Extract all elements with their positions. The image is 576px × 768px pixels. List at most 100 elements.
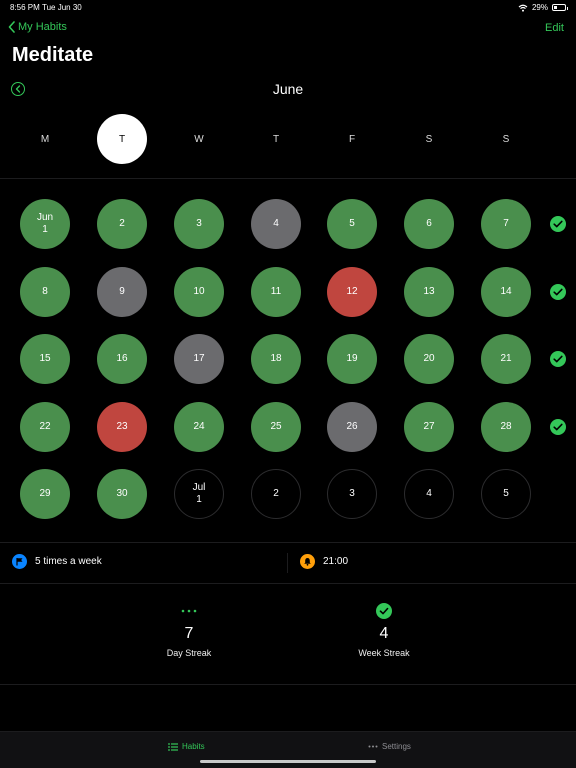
- day-number: 20: [423, 353, 435, 364]
- day-number: 2: [273, 488, 279, 499]
- day-number: 6: [426, 218, 432, 229]
- day-number: 5: [349, 218, 355, 229]
- day-cell[interactable]: 29: [20, 469, 70, 519]
- bell-icon: [300, 554, 315, 569]
- day-number: 30: [116, 488, 128, 499]
- week-complete-check-icon: [550, 418, 566, 435]
- check-circle-icon: [334, 603, 434, 619]
- weekday-label: T: [272, 133, 280, 145]
- day-cell[interactable]: 5: [481, 469, 531, 519]
- tab-settings[interactable]: Settings: [368, 742, 411, 751]
- day-number: 9: [119, 285, 125, 297]
- month-title: June: [272, 81, 304, 97]
- day-number: 2: [119, 218, 125, 229]
- divider: [0, 684, 576, 685]
- day-number: 19: [346, 353, 358, 364]
- day-cell[interactable]: 13: [404, 266, 454, 317]
- flag-icon: [12, 554, 27, 569]
- week-streak-label: Week Streak: [358, 648, 410, 658]
- edit-button[interactable]: Edit: [545, 22, 564, 34]
- divider: [0, 583, 576, 584]
- day-cell[interactable]: 2: [251, 469, 301, 519]
- weekday-label: F: [348, 133, 356, 145]
- day-cell[interactable]: 5: [327, 199, 377, 249]
- day-number: 25: [270, 420, 282, 432]
- tab-label: Habits: [182, 742, 205, 751]
- week-complete-check-icon: [550, 216, 566, 232]
- chevron-left-icon: [15, 85, 21, 93]
- day-cell[interactable]: 10: [174, 266, 224, 317]
- day-cell[interactable]: 6: [404, 199, 454, 249]
- day-number: 17: [193, 353, 205, 364]
- day-cell[interactable]: 23: [97, 401, 147, 452]
- day-number: 8: [42, 285, 48, 297]
- status-bar: 8:56 PM Tue Jun 30 29%: [0, 0, 576, 14]
- day-cell[interactable]: 26: [327, 401, 377, 452]
- tab-habits[interactable]: Habits: [168, 742, 205, 751]
- day-cell[interactable]: 27: [404, 401, 454, 452]
- day-number: 10: [193, 285, 205, 297]
- status-date: Tue Jun 30: [42, 3, 82, 12]
- home-indicator: [200, 760, 376, 763]
- day-streak-label: Day Streak: [166, 648, 212, 658]
- day-number: 29: [39, 488, 51, 499]
- day-cell[interactable]: 4: [404, 469, 454, 519]
- day-number: 14: [500, 285, 512, 297]
- list-icon: [168, 742, 178, 751]
- day-cell[interactable]: 12: [327, 266, 377, 317]
- week-complete-check-icon: [550, 351, 566, 367]
- month-selector: June: [0, 80, 576, 98]
- day-cell[interactable]: 20: [404, 334, 454, 384]
- weekday-label-today: T: [97, 114, 147, 164]
- day-month-label: Jun: [36, 212, 54, 223]
- day-cell[interactable]: 25: [251, 401, 301, 452]
- previous-month-button[interactable]: [11, 82, 25, 96]
- habit-info-row: 5 times a week 21:00: [0, 543, 576, 583]
- day-cell[interactable]: 3: [174, 199, 224, 249]
- day-cell[interactable]: 7: [481, 199, 531, 249]
- day-streak: 7 Day Streak: [139, 603, 239, 658]
- day-cell[interactable]: Jul 1: [174, 469, 224, 519]
- day-cell[interactable]: 30: [97, 469, 147, 519]
- day-number: 12: [346, 285, 358, 297]
- weekday-label: S: [425, 133, 433, 145]
- day-cell[interactable]: 11: [251, 266, 301, 317]
- wifi-icon: [518, 4, 528, 12]
- battery-percent: 29%: [531, 3, 548, 12]
- day-number: 24: [193, 420, 205, 432]
- day-cell[interactable]: 14: [481, 266, 531, 317]
- day-cell[interactable]: 8: [20, 266, 70, 317]
- week-streak: 4 Week Streak: [334, 603, 434, 658]
- day-number: 1: [196, 494, 202, 505]
- day-cell[interactable]: 22: [20, 401, 70, 452]
- day-cell[interactable]: 9: [97, 266, 147, 317]
- frequency-info[interactable]: 5 times a week: [12, 554, 102, 569]
- day-cell[interactable]: 2: [97, 199, 147, 249]
- day-number: 27: [423, 420, 435, 432]
- back-button[interactable]: My Habits: [8, 21, 67, 33]
- status-time: 8:56 PM: [10, 3, 40, 12]
- day-cell[interactable]: 15: [20, 334, 70, 384]
- day-cell[interactable]: 24: [174, 401, 224, 452]
- day-cell[interactable]: 21: [481, 334, 531, 384]
- day-cell[interactable]: 16: [97, 334, 147, 384]
- reminder-info[interactable]: 21:00: [300, 554, 348, 569]
- day-cell[interactable]: 28: [481, 401, 531, 452]
- day-cell[interactable]: 19: [327, 334, 377, 384]
- day-cell[interactable]: 17: [174, 334, 224, 384]
- day-number: 5: [503, 488, 509, 499]
- frequency-label: 5 times a week: [35, 556, 102, 567]
- day-cell[interactable]: Jun 1: [20, 199, 70, 249]
- day-cell[interactable]: 4: [251, 199, 301, 249]
- day-number: 23: [116, 420, 128, 432]
- day-cell[interactable]: 18: [251, 334, 301, 384]
- day-number: 4: [426, 488, 432, 499]
- day-streak-value: 7: [184, 625, 194, 642]
- day-number: 7: [503, 218, 509, 229]
- day-number: 13: [423, 285, 435, 297]
- day-cell[interactable]: 3: [327, 469, 377, 519]
- page-title: Meditate: [12, 44, 94, 66]
- day-number: 22: [39, 420, 51, 432]
- battery-icon: [552, 4, 568, 11]
